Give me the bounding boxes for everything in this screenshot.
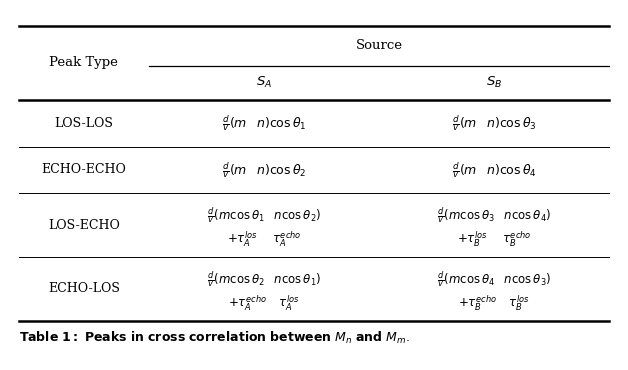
Text: $\frac{d}{v}(m\cos\theta_4 \;\;\; n\cos\theta_3)$: $\frac{d}{v}(m\cos\theta_4 \;\;\; n\cos\…: [437, 269, 551, 289]
Text: $\frac{d}{v}(m\cos\theta_3 \;\;\; n\cos\theta_4)$: $\frac{d}{v}(m\cos\theta_3 \;\;\; n\cos\…: [437, 206, 551, 225]
Text: Source: Source: [355, 39, 403, 52]
Text: $\frac{d}{v}(m\;\;\; n)\cos\theta_1$: $\frac{d}{v}(m\;\;\; n)\cos\theta_1$: [222, 114, 306, 133]
Text: $\frac{d}{v}(m\cos\theta_2 \;\;\; n\cos\theta_1)$: $\frac{d}{v}(m\cos\theta_2 \;\;\; n\cos\…: [207, 269, 321, 289]
Text: $S_B$: $S_B$: [486, 75, 502, 90]
Text: $\frac{d}{v}(m\;\;\; n)\cos\theta_4$: $\frac{d}{v}(m\;\;\; n)\cos\theta_4$: [452, 160, 536, 180]
Text: $+\tau_A^{echo} \;\;\;\; \tau_A^{los}$: $+\tau_A^{echo} \;\;\;\; \tau_A^{los}$: [228, 293, 300, 313]
Text: $\mathbf{Table\ 1:\ Peaks\ in\ cross\ correlation\ between}\ M_n\ \mathbf{and}\ : $\mathbf{Table\ 1:\ Peaks\ in\ cross\ co…: [19, 330, 410, 346]
Text: $S_A$: $S_A$: [256, 75, 272, 90]
Text: LOS-LOS: LOS-LOS: [55, 117, 113, 130]
Text: Peak Type: Peak Type: [50, 57, 118, 70]
Text: $\frac{d}{v}(m\cos\theta_1 \;\;\; n\cos\theta_2)$: $\frac{d}{v}(m\cos\theta_1 \;\;\; n\cos\…: [207, 206, 321, 225]
Text: $+\tau_B^{echo} \;\;\;\; \tau_B^{los}$: $+\tau_B^{echo} \;\;\;\; \tau_B^{los}$: [458, 293, 530, 313]
Text: $\frac{d}{v}(m\;\;\; n)\cos\theta_3$: $\frac{d}{v}(m\;\;\; n)\cos\theta_3$: [452, 114, 536, 133]
Text: LOS-ECHO: LOS-ECHO: [48, 219, 120, 232]
Text: $+\tau_B^{los} \;\;\;\;\; \tau_B^{echo}$: $+\tau_B^{los} \;\;\;\;\; \tau_B^{echo}$: [457, 229, 531, 249]
Text: ECHO-ECHO: ECHO-ECHO: [41, 164, 126, 176]
Text: ECHO-LOS: ECHO-LOS: [48, 282, 120, 295]
Text: $\frac{d}{v}(m\;\;\; n)\cos\theta_2$: $\frac{d}{v}(m\;\;\; n)\cos\theta_2$: [222, 160, 306, 180]
Text: $+\tau_A^{los} \;\;\;\;\; \tau_A^{echo}$: $+\tau_A^{los} \;\;\;\;\; \tau_A^{echo}$: [227, 229, 301, 249]
